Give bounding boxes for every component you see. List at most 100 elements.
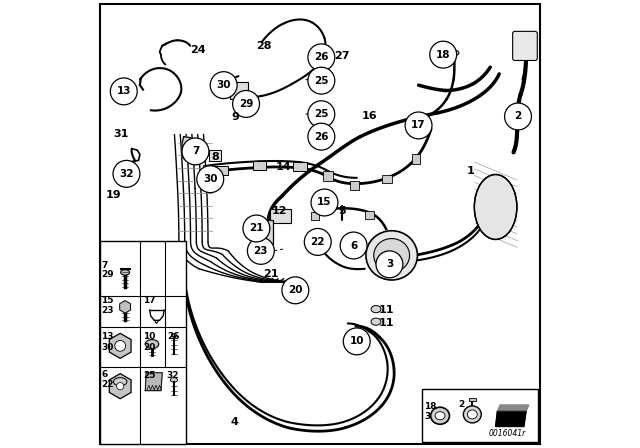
Text: 29: 29 xyxy=(239,99,253,109)
Text: 26: 26 xyxy=(314,132,328,142)
Text: 30: 30 xyxy=(216,80,231,90)
Ellipse shape xyxy=(431,407,449,424)
Text: 17: 17 xyxy=(143,296,156,305)
Text: 16: 16 xyxy=(362,111,377,121)
Circle shape xyxy=(376,251,403,278)
Circle shape xyxy=(182,138,209,165)
Bar xyxy=(382,175,392,183)
Text: 18: 18 xyxy=(436,50,451,60)
Bar xyxy=(293,162,307,171)
Text: 15: 15 xyxy=(317,198,332,207)
Text: 26: 26 xyxy=(314,52,328,62)
Bar xyxy=(209,150,221,161)
Circle shape xyxy=(210,72,237,99)
Text: 11: 11 xyxy=(378,305,394,315)
Text: 18: 18 xyxy=(424,402,436,411)
Text: 8: 8 xyxy=(212,152,220,162)
Ellipse shape xyxy=(120,304,130,310)
Circle shape xyxy=(343,328,370,355)
Text: 20: 20 xyxy=(143,343,156,352)
Circle shape xyxy=(405,112,432,139)
Circle shape xyxy=(308,101,335,128)
Circle shape xyxy=(308,44,335,71)
Text: 25: 25 xyxy=(314,109,328,119)
Ellipse shape xyxy=(145,340,159,349)
Text: 2: 2 xyxy=(515,112,522,121)
Bar xyxy=(323,45,328,49)
Circle shape xyxy=(116,383,124,390)
Bar xyxy=(203,165,211,176)
Text: 25: 25 xyxy=(314,76,328,86)
Bar xyxy=(323,171,333,181)
Ellipse shape xyxy=(172,333,177,337)
Text: 32: 32 xyxy=(167,371,179,380)
Text: 9: 9 xyxy=(232,112,240,122)
Text: 1: 1 xyxy=(466,166,474,176)
Ellipse shape xyxy=(371,318,381,325)
Polygon shape xyxy=(495,411,526,426)
Circle shape xyxy=(504,103,531,130)
Ellipse shape xyxy=(450,50,459,56)
Text: 25: 25 xyxy=(143,371,156,380)
Circle shape xyxy=(430,41,457,68)
Bar xyxy=(422,389,538,442)
FancyBboxPatch shape xyxy=(513,31,538,60)
Text: 14: 14 xyxy=(275,162,291,172)
Text: 0016041r: 0016041r xyxy=(488,429,526,438)
Text: 7: 7 xyxy=(192,146,199,156)
Ellipse shape xyxy=(463,406,481,423)
Bar xyxy=(468,398,476,401)
Text: 3: 3 xyxy=(424,412,430,421)
Text: 4: 4 xyxy=(231,417,239,427)
Ellipse shape xyxy=(170,378,177,382)
Ellipse shape xyxy=(474,174,517,239)
Text: 21: 21 xyxy=(263,269,278,279)
Text: 23: 23 xyxy=(101,306,114,314)
Text: 6: 6 xyxy=(350,241,357,250)
Ellipse shape xyxy=(374,238,410,272)
Ellipse shape xyxy=(371,306,381,313)
Bar xyxy=(324,198,333,206)
Circle shape xyxy=(243,215,270,242)
Circle shape xyxy=(305,228,332,255)
Text: 26: 26 xyxy=(167,332,179,341)
Text: 3: 3 xyxy=(386,259,393,269)
Text: 10: 10 xyxy=(349,336,364,346)
Circle shape xyxy=(233,90,260,117)
Text: 11: 11 xyxy=(378,318,394,327)
Polygon shape xyxy=(182,137,198,160)
Text: 6: 6 xyxy=(101,370,108,379)
Circle shape xyxy=(113,160,140,187)
Bar xyxy=(252,220,273,244)
Text: 27: 27 xyxy=(333,51,349,60)
Text: 10: 10 xyxy=(143,332,156,341)
Circle shape xyxy=(308,123,335,150)
Circle shape xyxy=(340,232,367,259)
Text: 20: 20 xyxy=(288,285,303,295)
Text: 31: 31 xyxy=(113,129,129,139)
Bar xyxy=(351,181,360,190)
Text: 30: 30 xyxy=(101,343,114,352)
Ellipse shape xyxy=(113,378,127,386)
Text: 28: 28 xyxy=(256,41,272,51)
Ellipse shape xyxy=(366,231,417,280)
Circle shape xyxy=(197,166,224,193)
Circle shape xyxy=(110,78,137,105)
Circle shape xyxy=(282,277,309,304)
Text: 23: 23 xyxy=(253,246,268,256)
Text: 30: 30 xyxy=(203,174,218,184)
Text: 2: 2 xyxy=(458,400,464,409)
Circle shape xyxy=(311,189,338,216)
Text: 21: 21 xyxy=(249,224,264,233)
Circle shape xyxy=(308,67,335,94)
Bar xyxy=(230,82,248,99)
Text: 7: 7 xyxy=(101,261,108,270)
Polygon shape xyxy=(145,373,163,391)
Text: 22: 22 xyxy=(101,380,114,389)
Polygon shape xyxy=(497,405,529,411)
Circle shape xyxy=(115,340,125,351)
Circle shape xyxy=(248,237,275,264)
Bar xyxy=(412,154,420,164)
Bar xyxy=(270,209,291,223)
Text: 22: 22 xyxy=(310,237,325,247)
